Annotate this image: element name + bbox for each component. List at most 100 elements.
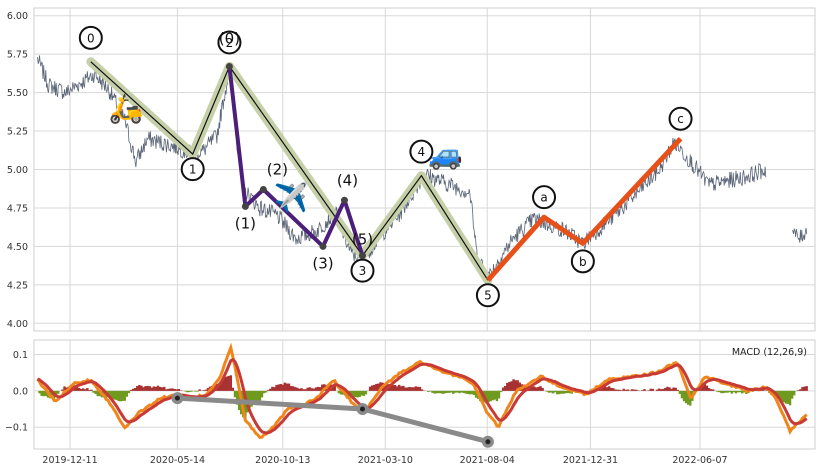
macd-hist-bar: [131, 388, 135, 391]
macd-hist-bar: [379, 382, 382, 391]
macd-hist-bar: [651, 388, 655, 391]
macd-hist-bar: [400, 386, 403, 391]
macd-hist-bar: [441, 390, 445, 394]
macd-hist-bar: [300, 388, 303, 391]
macd-hist-bar: [406, 387, 409, 391]
macd-hist-bar: [219, 382, 222, 391]
macd-hist-bar: [287, 383, 291, 391]
impulse-waves: [86, 57, 493, 285]
macd-hist-bar: [267, 390, 270, 391]
macd-hist-bar: [223, 377, 226, 391]
macd-hist-bar: [435, 390, 438, 394]
macd-hist-bar: [666, 386, 669, 391]
macd-hist-bar: [803, 386, 806, 391]
macd-hist-bar: [383, 383, 386, 391]
macd-hist-bar: [123, 390, 126, 401]
macd-hist-bar: [194, 390, 197, 392]
sub-wave-point: [319, 242, 327, 250]
macd-hist-bar: [119, 390, 122, 402]
macd-hist-bar: [805, 386, 808, 391]
macd-hist-bar: [113, 390, 116, 400]
macd-hist-bar: [514, 380, 517, 391]
macd-hist-bar: [541, 387, 544, 391]
macd-hist-bar: [429, 390, 432, 392]
impulse-wave-marker: [350, 258, 375, 283]
macd-hist-bar: [516, 380, 519, 391]
macd-hist-bar: [206, 388, 210, 391]
sub-wave-point: [358, 252, 366, 260]
macd-hist-bar: [152, 386, 156, 391]
macd-hist-bar: [664, 387, 667, 391]
macd-hist-bar: [799, 389, 802, 391]
decor-icons: 🛵 ✈️ 🚙: [109, 92, 463, 214]
macd-hist-bar: [77, 388, 81, 391]
macd-hist-bar: [316, 386, 320, 391]
macd-hist-bar: [535, 387, 538, 391]
signal-line: [36, 357, 808, 435]
macd-hist-bar: [308, 387, 312, 391]
macd-hist-bar: [231, 387, 235, 391]
macd-hist-bar: [402, 385, 405, 391]
macd-hist-bar: [410, 387, 413, 391]
macd-hist-bar: [158, 386, 162, 391]
macd-hist-bar: [657, 388, 661, 391]
macd-hist-bar: [111, 390, 114, 399]
macd-hist-bar: [610, 387, 613, 391]
macd-hist-bar: [649, 388, 652, 391]
impulse-wave-label: 3: [359, 264, 367, 278]
macd-hist-bar: [254, 390, 257, 404]
sub-wave-label: (4): [337, 171, 358, 189]
sub-wave-label: (0): [219, 29, 240, 47]
macd-hist-bar: [647, 390, 650, 391]
x-tick-label: 2019-12-11: [42, 455, 97, 466]
macd-hist-bar: [778, 390, 781, 401]
macd-hist-bar: [533, 386, 536, 391]
macd-hist-bar: [686, 390, 690, 405]
macd-hist-bar: [109, 390, 112, 399]
macd-hist-bar: [682, 390, 686, 402]
macd-hist-bar: [545, 390, 549, 392]
macd-hist-bar: [427, 390, 430, 392]
macd-hist-bar: [724, 390, 727, 393]
macd-hist-bar: [57, 390, 60, 394]
macd-hist-bar: [738, 390, 742, 393]
macd-hist-bar: [61, 389, 64, 391]
macd-hist-bar: [140, 385, 143, 391]
macd-hist-bar: [146, 385, 149, 391]
macd-hist-bar: [281, 384, 284, 391]
macd-hist-bar: [672, 387, 675, 391]
macd-hist-bar: [296, 387, 299, 391]
macd-hist-bar: [801, 386, 804, 391]
macd-hist-bar: [614, 389, 617, 391]
correction-waves: [486, 136, 683, 282]
macd-hist-bar: [566, 390, 569, 394]
price-series: [37, 55, 808, 284]
price-line: [37, 55, 767, 284]
macd-hist-bar: [321, 384, 324, 391]
correction-wave-marker: [532, 185, 557, 210]
macd-hist-bar: [250, 390, 253, 407]
macd-hist-bar: [458, 390, 461, 394]
macd-hist-bar: [94, 390, 97, 394]
car-icon: 🚙: [428, 138, 463, 171]
macd-hist-bar: [144, 386, 147, 391]
macd-hist-bar: [662, 388, 665, 391]
correction-wave-marker: [570, 249, 595, 274]
macd-hist-bar: [44, 390, 47, 397]
macd-hist-bar: [212, 384, 216, 391]
macd-hist-bar: [196, 390, 199, 392]
macd-hist-bar: [676, 389, 679, 391]
macd-hist-bar: [466, 390, 470, 394]
macd-hist-bar: [92, 390, 95, 393]
macd-hist-bar: [289, 386, 293, 391]
macd-hist-bar: [456, 390, 459, 393]
macd-hist-bar: [258, 390, 262, 401]
price-y-tick-label: 4.00: [7, 319, 28, 330]
impulse-wave-marker: [78, 25, 103, 50]
macd-hist-bar: [333, 386, 336, 391]
macd-hist-bar: [273, 387, 276, 391]
macd-hist-bar: [204, 389, 208, 391]
macd-hist-bar: [711, 389, 715, 391]
impulse-line: [90, 61, 489, 281]
x-tick-label: 2021-08-04: [460, 455, 515, 466]
